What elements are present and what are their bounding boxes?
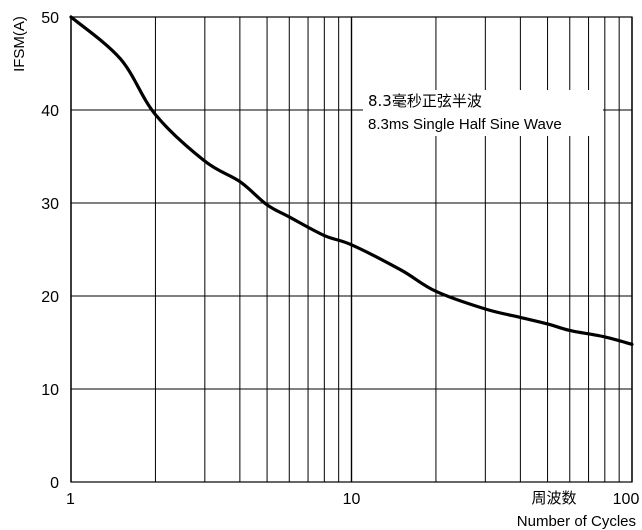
series-line: [69, 15, 634, 346]
data-point: [546, 322, 549, 326]
data-point: [399, 268, 403, 272]
y-tick-labels: 0 10 20 30 40 50: [41, 10, 59, 492]
x-axis-title: Number of Cycles: [517, 513, 636, 530]
data-point: [203, 159, 207, 163]
x-tick-label: 10: [343, 491, 361, 508]
y-axis-title: IFSM(A): [11, 16, 28, 72]
y-tick-label: 50: [41, 10, 59, 27]
x-tick-label: 100: [613, 491, 640, 508]
data-point: [69, 15, 73, 19]
data-point: [119, 57, 122, 61]
data-point: [484, 307, 487, 311]
data-point: [154, 113, 157, 116]
y-tick-label: 0: [50, 475, 59, 492]
data-points: [69, 15, 634, 346]
data-point: [568, 329, 571, 332]
grid: [70, 16, 633, 483]
data-point: [238, 180, 242, 183]
y-tick-label: 40: [41, 103, 59, 120]
plot-frame: [70, 16, 633, 483]
data-point: [265, 203, 269, 207]
y-tick-label: 20: [41, 289, 59, 306]
data-point: [519, 316, 522, 319]
annotation-box: 8.3毫秒正弦半波 8.3ms Single Half Sine Wave: [363, 90, 603, 136]
data-point: [603, 335, 607, 339]
y-tick-label: 30: [41, 196, 59, 213]
data-point: [630, 343, 634, 346]
annotation-line-2: 8.3ms Single Half Sine Wave: [368, 116, 562, 133]
data-point: [350, 243, 353, 247]
annotation-background: [363, 90, 603, 136]
data-point: [434, 290, 438, 293]
data-point: [288, 215, 291, 219]
data-point: [323, 234, 326, 237]
x-tick-label: 1: [66, 491, 75, 508]
x-tick-labels: 1 10 100: [66, 491, 639, 508]
annotation-line-1: 8.3毫秒正弦半波: [368, 92, 482, 110]
y-tick-label: 10: [41, 382, 59, 399]
x-axis-title-cn: 周波数: [531, 489, 576, 507]
